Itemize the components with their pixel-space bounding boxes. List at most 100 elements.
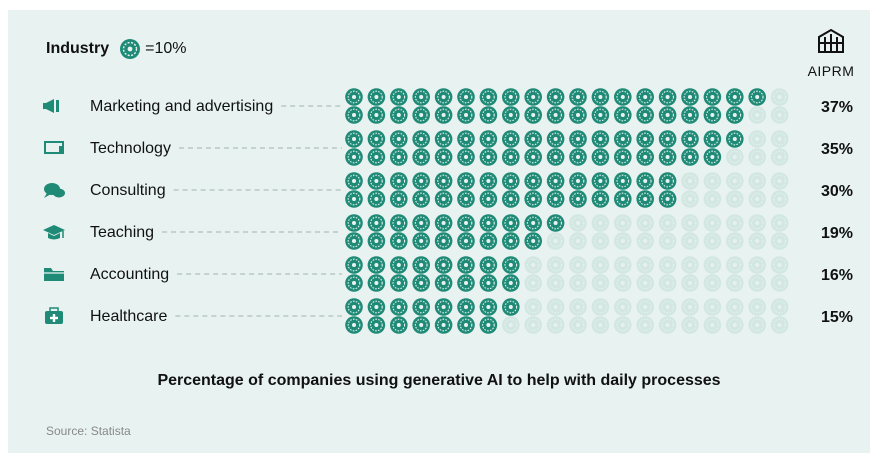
unit-icon-empty: [614, 274, 632, 292]
unit-icon-filled: [546, 88, 565, 106]
unit-icon-empty: [591, 214, 610, 232]
unit-icon-empty: [748, 256, 766, 274]
unit-icon-empty: [703, 274, 722, 292]
unit-icon-filled: [569, 148, 587, 166]
unit-icon-empty: [546, 298, 565, 316]
unit-icon-filled: [524, 232, 542, 250]
unit-icon-empty: [569, 256, 587, 274]
unit-icon-empty: [636, 214, 654, 232]
unit-icon-filled: [703, 88, 722, 106]
unit-icon-filled: [502, 274, 520, 292]
unit-icon-filled: [367, 190, 386, 208]
unit-icon-filled: [479, 106, 498, 124]
source-note: Source: Statista: [46, 424, 131, 438]
unit-icon-filled: [434, 130, 453, 148]
unit-icon-empty: [569, 298, 587, 316]
unit-icon-filled: [703, 130, 722, 148]
unit-icon-filled: [502, 130, 520, 148]
unit-icon-empty: [748, 130, 766, 148]
unit-icon-filled: [479, 190, 498, 208]
unit-icon-empty: [546, 256, 565, 274]
unit-icon-filled: [390, 214, 408, 232]
chart-row: Accounting 16%: [44, 256, 853, 292]
unit-icon-empty: [726, 298, 744, 316]
unit-icon-filled: [703, 148, 722, 166]
unit-icon-filled: [367, 130, 386, 148]
unit-icon-filled: [524, 88, 542, 106]
unit-icon-empty: [569, 214, 587, 232]
category-label: Teaching: [90, 224, 154, 241]
aiprm-logo-icon: [818, 28, 844, 53]
unit-icon-filled: [502, 106, 520, 124]
unit-icon-empty: [524, 256, 542, 274]
unit-icon-empty: [681, 232, 699, 250]
unit-icon-filled: [412, 232, 431, 250]
unit-icon-filled: [390, 130, 408, 148]
unit-icon-empty: [658, 316, 677, 334]
unit-icon-empty: [726, 172, 744, 190]
unit-icon-filled: [434, 190, 453, 208]
unit-icon-filled: [367, 274, 386, 292]
unit-icon-filled: [457, 316, 475, 334]
value-label: 19%: [821, 225, 853, 242]
unit-icon-filled: [434, 232, 453, 250]
unit-icon-filled: [614, 172, 632, 190]
legend-unit-label: =10%: [145, 40, 187, 57]
unit-icon-empty: [591, 232, 610, 250]
unit-icon-filled: [658, 190, 677, 208]
unit-icon-filled: [412, 316, 431, 334]
unit-icon-filled: [479, 256, 498, 274]
unit-icon-filled: [591, 130, 610, 148]
unit-icon-empty: [681, 172, 699, 190]
unit-icon-filled: [502, 298, 520, 316]
unit-icon-filled: [658, 130, 677, 148]
unit-icon-filled: [479, 130, 498, 148]
unit-icon-empty: [524, 274, 542, 292]
unit-icon-empty: [770, 148, 789, 166]
unit-icon-filled: [591, 106, 610, 124]
unit-icon-empty: [770, 274, 789, 292]
unit-icon-filled: [524, 214, 542, 232]
unit-icon-filled: [569, 130, 587, 148]
unit-icon-empty: [591, 316, 610, 334]
unit-icon-filled: [345, 148, 363, 166]
unit-icon-filled: [658, 172, 677, 190]
unit-icon-filled: [524, 106, 542, 124]
unit-icon-empty: [591, 256, 610, 274]
unit-icon-empty: [681, 256, 699, 274]
legend: Industry =10%: [46, 38, 187, 60]
unit-icon-filled: [479, 88, 498, 106]
unit-icon-filled: [681, 106, 699, 124]
unit-icon-filled: [457, 298, 475, 316]
unit-icon-empty: [726, 232, 744, 250]
unit-icon-empty: [546, 274, 565, 292]
unit-icon-filled: [367, 88, 386, 106]
unit-icon-filled: [367, 148, 386, 166]
unit-icon-filled: [412, 298, 431, 316]
unit-icon-empty: [703, 256, 722, 274]
unit-icon-filled: [502, 256, 520, 274]
unit-icon-filled: [479, 298, 498, 316]
unit-icon-empty: [703, 214, 722, 232]
unit-icon-empty: [636, 316, 654, 334]
unit-icon-filled: [390, 148, 408, 166]
unit-icon-filled: [457, 274, 475, 292]
unit-icon-filled: [434, 316, 453, 334]
unit-icon-filled: [345, 274, 363, 292]
unit-icon-empty: [770, 190, 789, 208]
unit-icon-filled: [390, 256, 408, 274]
unit-icon-empty: [770, 106, 789, 124]
unit-icon-filled: [457, 190, 475, 208]
unit-icon-filled: [614, 148, 632, 166]
unit-icon-filled: [345, 88, 363, 106]
unit-icon-filled: [457, 232, 475, 250]
unit-icon-empty: [703, 232, 722, 250]
unit-icon-filled: [367, 214, 386, 232]
unit-icon-filled: [479, 316, 498, 334]
value-label: 35%: [821, 141, 853, 158]
chart-card: Industry =10% AIPRM Marketing and advert…: [8, 10, 870, 453]
unit-icon-filled: [614, 130, 632, 148]
unit-icon-empty: [770, 232, 789, 250]
unit-icon-filled: [457, 130, 475, 148]
unit-icon-filled: [434, 256, 453, 274]
